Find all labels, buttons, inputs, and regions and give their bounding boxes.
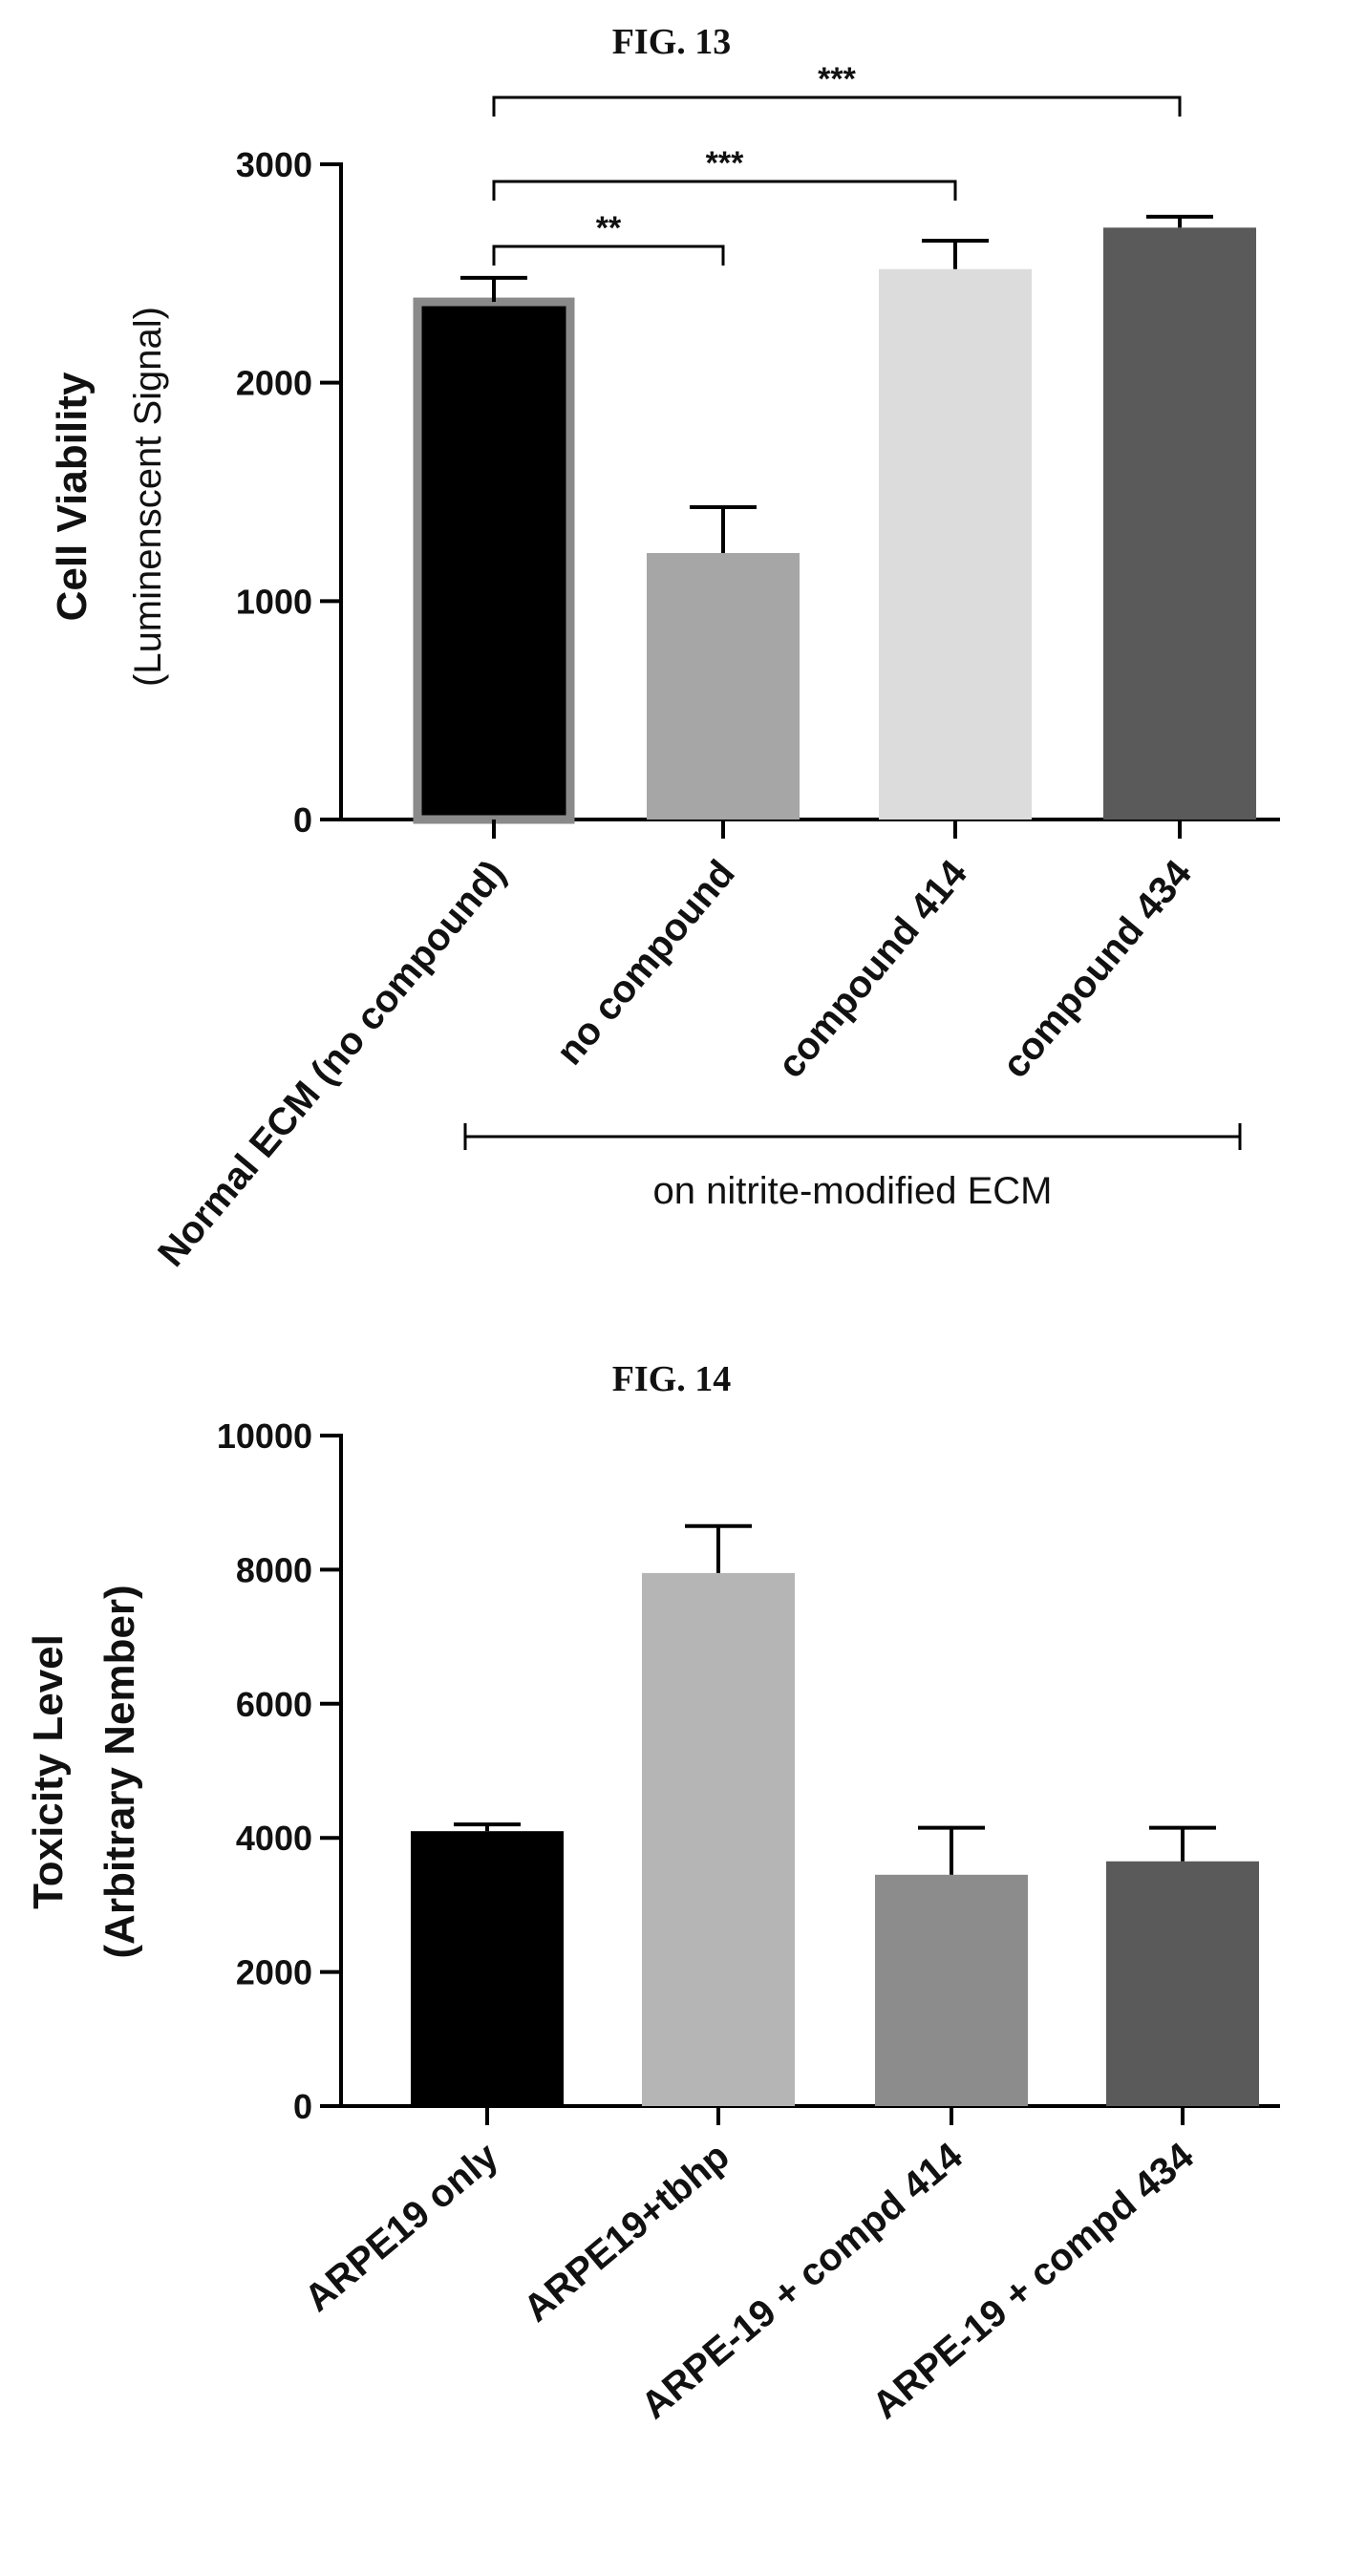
fig14-bar bbox=[411, 1831, 564, 2106]
fig13-bar bbox=[879, 268, 1032, 820]
fig14-bar bbox=[1106, 1861, 1259, 2106]
fig14-category-label: ARPE19+tbhp bbox=[516, 2135, 737, 2330]
fig13-significance-bracket bbox=[492, 180, 957, 201]
fig13-figure-label: FIG. 13 bbox=[612, 22, 732, 62]
fig13-bar bbox=[647, 553, 800, 820]
fig13-category-label: Normal ECM (no compound) bbox=[150, 853, 514, 1275]
fig14-figure-label: FIG. 14 bbox=[612, 1359, 732, 1399]
fig14-y-axis-title: Toxicity Level bbox=[25, 1634, 72, 1909]
fig13-significance-label: ** bbox=[596, 210, 622, 246]
fig14-y-tick-label: 4000 bbox=[236, 1819, 312, 1858]
fig14-y-tick-label: 10000 bbox=[217, 1416, 312, 1456]
fig13-category-label: compound 434 bbox=[994, 852, 1201, 1086]
fig14-chart: FIG. 14 0 2000 4000 6000 8000 10000 Toxicity Le… bbox=[25, 1359, 1280, 2427]
fig13-significance-bracket bbox=[492, 245, 725, 266]
fig14-y-tick-label: 6000 bbox=[236, 1685, 312, 1724]
fig13-y-tick-label: 1000 bbox=[236, 582, 312, 621]
fig13-bar bbox=[1103, 227, 1256, 820]
fig13-y-axis-title: Cell Viability bbox=[49, 372, 96, 621]
fig14-y-tick-label: 2000 bbox=[236, 1953, 312, 1992]
fig13-y-tick-label: 2000 bbox=[236, 364, 312, 403]
fig14-y-axis-subtitle: (Arbitrary Nember) bbox=[96, 1585, 143, 1958]
fig13-significance-label: *** bbox=[818, 61, 856, 97]
fig13-bar bbox=[413, 297, 575, 824]
fig13-chart: FIG. 13 0 1000 2000 3000 Cell Viability (Lumin… bbox=[49, 22, 1280, 1274]
fig13-group-label: on nitrite-modified ECM bbox=[653, 1170, 1053, 1212]
fig14-y-tick-label: 8000 bbox=[236, 1550, 312, 1589]
fig13-category-label: compound 414 bbox=[770, 852, 976, 1086]
fig13-y-tick-label: 3000 bbox=[236, 145, 312, 184]
fig14-y-tick-label: 0 bbox=[293, 2087, 312, 2126]
fig13-y-axis-subtitle: (Luminenscent Signal) bbox=[127, 307, 169, 687]
fig13-y-tick-label: 0 bbox=[293, 800, 312, 840]
fig13-significance-bracket bbox=[492, 96, 1182, 117]
fig14-bar bbox=[642, 1572, 795, 2106]
fig13-category-label: no compound bbox=[548, 853, 743, 1074]
fig13-significance-label: *** bbox=[706, 145, 744, 181]
fig14-category-label: ARPE19 only bbox=[297, 2135, 507, 2320]
fig14-bar bbox=[875, 1874, 1028, 2106]
